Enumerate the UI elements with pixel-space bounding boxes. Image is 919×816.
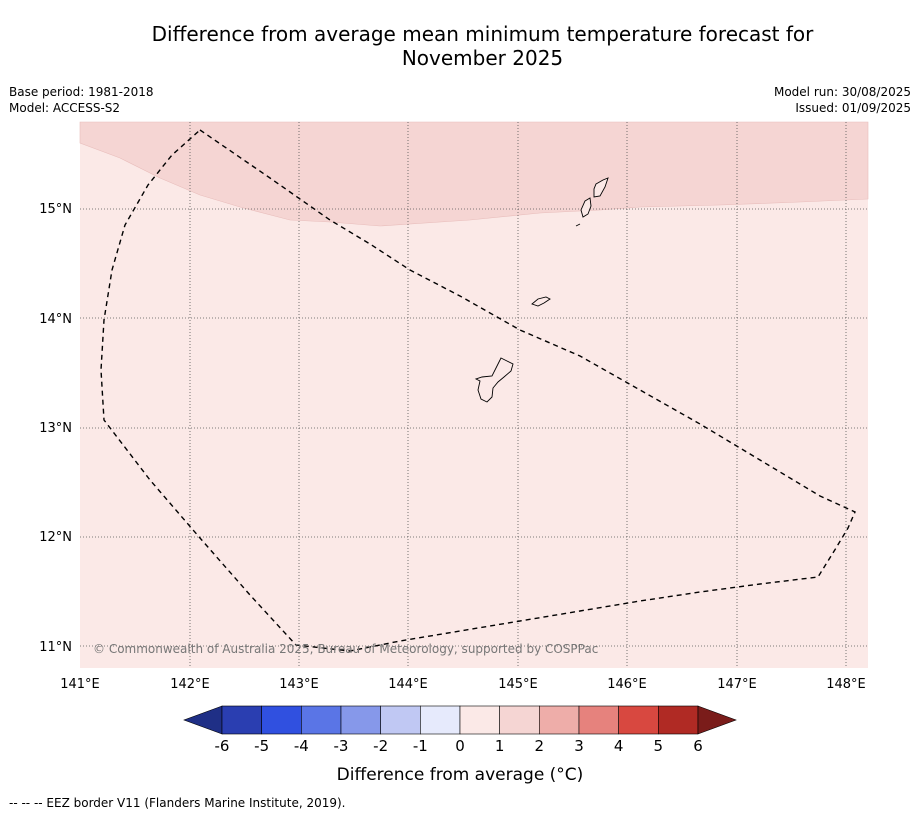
lat-label-12: 12°N (39, 530, 72, 545)
meta-left: Base period: 1981-2018 Model: ACCESS-S2 (9, 84, 154, 116)
issued-date: Issued: 01/09/2025 (795, 101, 911, 115)
colorbar-tick-label: -3 (334, 737, 349, 755)
base-period: Base period: 1981-2018 (9, 85, 154, 99)
colorbar-tick-label: 4 (614, 737, 624, 755)
colorbar-under-arrow (183, 705, 223, 735)
meta-right: Model run: 30/08/2025 Issued: 01/09/2025 (774, 84, 911, 116)
colorbar-tick-label: 6 (693, 737, 703, 755)
lon-labels: 141°E 142°E 143°E 144°E 145°E 146°E 147°… (60, 677, 866, 692)
lon-label-145: 145°E (498, 677, 538, 692)
island-rota (531, 296, 551, 307)
colorbar-segment (420, 705, 461, 735)
lon-label-141: 141°E (60, 677, 100, 692)
colorbar-tick-label: 2 (535, 737, 545, 755)
colorbar-title: Difference from average (°C) (337, 765, 584, 785)
lon-label-146: 146°E (607, 677, 647, 692)
lat-label-11: 11°N (39, 640, 72, 655)
colorbar-tick-label: -1 (413, 737, 428, 755)
eez-legend-note: -- -- -- EEZ border V11 (Flanders Marine… (9, 796, 346, 810)
colorbar-tick-label: 3 (574, 737, 584, 755)
lon-label-142: 142°E (170, 677, 210, 692)
colorbar: -6 -5 -4 -3 -2 -1 0 1 2 3 4 5 6 Difference from aver… (183, 705, 737, 785)
island-guam (474, 357, 514, 403)
colorbar-segment (221, 705, 262, 735)
lat-labels: 15°N 14°N 13°N 12°N 11°N (39, 202, 72, 655)
colorbar-segment (459, 705, 500, 735)
lon-label-144: 144°E (388, 677, 428, 692)
map-panel: © Commonwealth of Australia 2025, Bureau… (79, 121, 869, 668)
island-tinian (580, 197, 592, 218)
lat-label-13: 13°N (39, 421, 72, 436)
colorbar-tick-label: -5 (254, 737, 269, 755)
colorbar-over-arrow (697, 705, 737, 735)
title-line-1: Difference from average mean minimum tem… (151, 22, 814, 46)
lon-label-143: 143°E (279, 677, 319, 692)
island-aguijan (575, 223, 581, 227)
eez-border (100, 129, 856, 652)
colorbar-segment (539, 705, 580, 735)
colorbar-segment (340, 705, 381, 735)
colorbar-tick-label: 0 (455, 737, 465, 755)
colorbar-segment (658, 705, 699, 735)
copyright-notice: © Commonwealth of Australia 2025, Bureau… (93, 642, 598, 656)
colorbar-segment (578, 705, 619, 735)
colorbar-segment (618, 705, 659, 735)
islands (474, 177, 609, 403)
anomaly-region (79, 121, 869, 227)
colorbar-tick-label: 5 (654, 737, 664, 755)
lat-label-15: 15°N (39, 202, 72, 217)
colorbar-ticks: -6 -5 -4 -3 -2 -1 0 1 2 3 4 5 6 (215, 737, 703, 755)
colorbar-segment (380, 705, 421, 735)
colorbar-segment (301, 705, 342, 735)
island-saipan (593, 177, 609, 198)
model-run: Model run: 30/08/2025 (773, 85, 911, 99)
colorbar-segments (221, 705, 699, 735)
colorbar-segment (261, 705, 302, 735)
model-name: Model: ACCESS-S2 (9, 101, 121, 115)
lon-label-148: 148°E (826, 677, 866, 692)
lat-label-14: 14°N (39, 312, 72, 327)
map-title: Difference from average mean minimum tem… (0, 22, 919, 70)
colorbar-tick-label: 1 (495, 737, 505, 755)
colorbar-segment (499, 705, 540, 735)
colorbar-tick-label: -2 (373, 737, 388, 755)
colorbar-tick-label: -6 (215, 737, 230, 755)
title-line-2: November 2025 (401, 46, 564, 70)
lon-label-147: 147°E (717, 677, 757, 692)
colorbar-tick-label: -4 (294, 737, 309, 755)
gridlines (80, 122, 868, 668)
